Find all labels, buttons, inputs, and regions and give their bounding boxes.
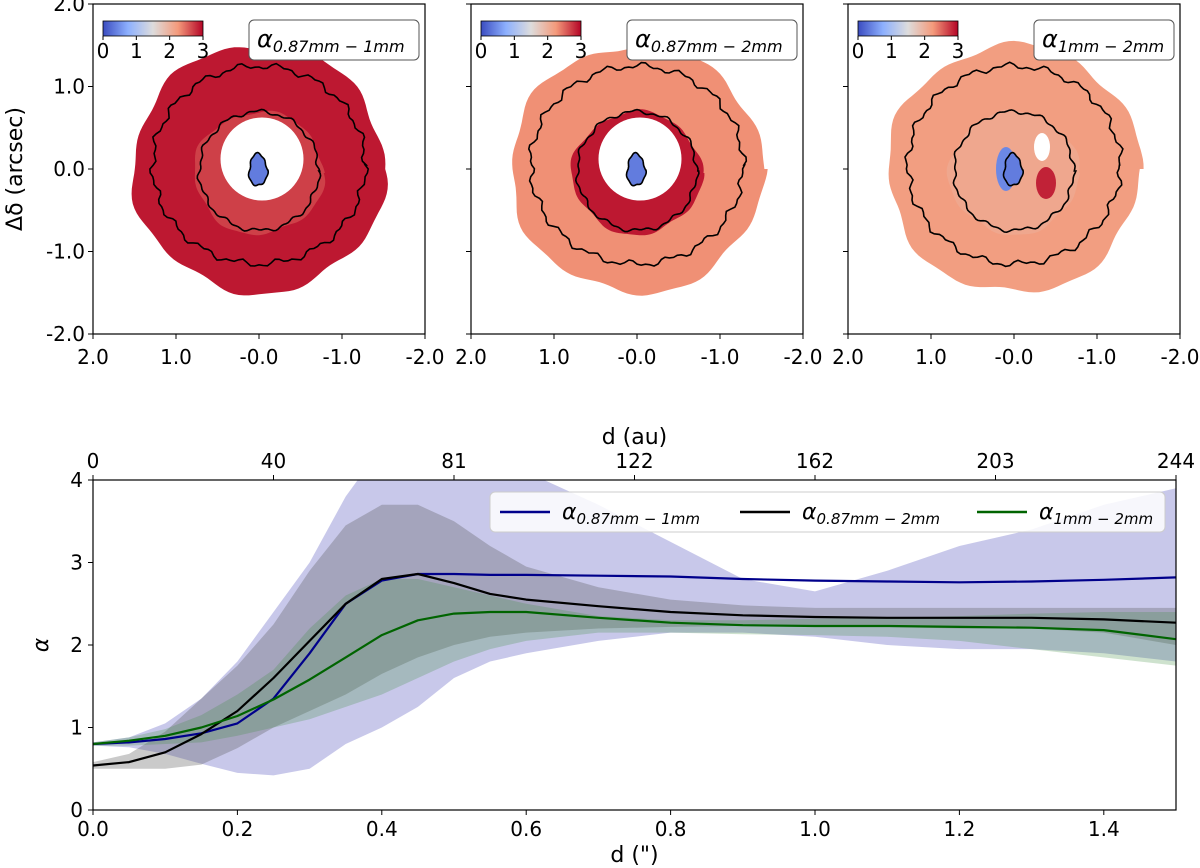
series-line: [93, 572, 1176, 746]
central-source-contour: [625, 151, 647, 187]
colorbar-tick-label: 0: [97, 39, 110, 63]
colorbar-tick-label: 1: [508, 39, 521, 63]
legend-box: [489, 491, 1166, 533]
uncertainty-band: [93, 480, 1176, 776]
colorbar-tick-label: 0: [852, 39, 865, 63]
y-tick-label: 1.0: [53, 75, 85, 99]
x-tick-label: 2.0: [455, 345, 487, 369]
x-tick-label: 1.0: [160, 345, 192, 369]
inner-ring-contour: [196, 108, 322, 232]
x-tick-label: -2.0: [1160, 345, 1199, 369]
legend-label: α0.87mm − 2mm: [802, 500, 940, 528]
panel-label: α0.87mm − 1mm: [257, 25, 405, 56]
colorbar: [480, 20, 582, 37]
x-tick-label: 1.2: [943, 817, 975, 841]
y-tick-label: -2.0: [46, 322, 85, 346]
series-lines: [93, 572, 1176, 767]
top-x-axis-label: d (au): [602, 425, 668, 450]
top-x-tick-label: 162: [796, 449, 834, 473]
map-panel-2: 2.0 1.0 -0.0 -1.0 -2.0 0 1 2 3 α0.87mm − 2mm: [455, 3, 823, 369]
outer-ring-contour: [904, 61, 1124, 268]
colorbar: [857, 20, 959, 37]
x-tick-label: 2.0: [832, 345, 864, 369]
uncertainty-band: [93, 504, 1176, 769]
x-tick-label: 0.6: [510, 817, 542, 841]
colorbar-tick-label: 3: [575, 39, 588, 63]
y-tick-label: 0: [70, 798, 83, 822]
y-tick-label: 0.0: [53, 157, 85, 181]
colorbar: [102, 20, 204, 37]
colorbar-tick-label: 1: [130, 39, 143, 63]
x-tick-label: 1.0: [915, 345, 947, 369]
y-tick-label: 4: [70, 468, 83, 492]
x-tick-label: -0.0: [617, 345, 656, 369]
colorbar-tick-label: 2: [163, 39, 176, 63]
panel-label-box: [626, 19, 798, 61]
x-tick-label: -0.0: [994, 345, 1033, 369]
x-tick-label: 1.4: [1088, 817, 1120, 841]
series-line: [93, 610, 1176, 746]
colorbar-tick-label: 2: [918, 39, 931, 63]
colorbar-tick-label: 3: [197, 39, 210, 63]
x-tick-label: -2.0: [405, 345, 444, 369]
x-tick-label: 1.0: [538, 345, 570, 369]
panel-label: α0.87mm − 2mm: [635, 25, 783, 56]
legend: α0.87mm − 1mm α0.87mm − 2mm α1mm − 2mm: [489, 491, 1166, 533]
y-tick-label: 1: [70, 716, 83, 740]
y-tick-label: 2: [70, 633, 83, 657]
inner-ring-contour: [952, 109, 1078, 234]
map-panel-3: 2.0 1.0 -0.0 -1.0 -2.0 0 1 2 3 α1mm − 2mm: [832, 3, 1200, 369]
x-tick-label: 1.0: [799, 817, 831, 841]
central-source-contour: [247, 151, 269, 187]
x-tick-label: -1.0: [1077, 345, 1116, 369]
y-axis-label: Δδ (arcsec): [3, 107, 28, 231]
inner-ring-contour: [574, 108, 700, 233]
colorbar-tick-label: 2: [541, 39, 554, 63]
colorbar-tick-label: 3: [952, 39, 965, 63]
x-axis-label: d ("): [610, 843, 658, 868]
top-x-tick-label: 40: [261, 449, 286, 473]
x-tick-label: 0.0: [77, 817, 109, 841]
top-x-tick-label: 122: [615, 449, 653, 473]
x-tick-label: -0.0: [239, 345, 278, 369]
y-axis-label: α: [29, 637, 54, 652]
x-tick-label: -1.0: [700, 345, 739, 369]
top-x-tick-label: 0: [87, 449, 100, 473]
top-x-tick-label: 203: [976, 449, 1014, 473]
map-panel-1: 2.0 1.0 -0.0 -1.0 -2.02.01.00.0-1.0-2.0Δδ (a…: [3, 0, 445, 369]
x-tick-label: 0.4: [366, 817, 398, 841]
x-tick-label: 0.8: [655, 817, 687, 841]
top-x-tick-label: 244: [1157, 449, 1195, 473]
x-tick-label: -1.0: [322, 345, 361, 369]
panel-label: α1mm − 2mm: [1042, 25, 1164, 56]
uncertainty-bands: [93, 480, 1176, 776]
y-tick-label: 2.0: [53, 0, 85, 16]
uncertainty-band: [93, 579, 1176, 746]
colorbar-tick-label: 0: [475, 39, 488, 63]
panel-label-box: [248, 19, 420, 61]
y-tick-label: 3: [70, 551, 83, 575]
x-tick-label: -2.0: [783, 345, 822, 369]
x-tick-label: 0.2: [221, 817, 253, 841]
central-gap: [1034, 133, 1050, 161]
legend-label: α0.87mm − 1mm: [562, 500, 700, 528]
legend-label: α1mm − 2mm: [1039, 500, 1153, 528]
panel-label-box: [1033, 19, 1175, 61]
colorbar-tick-label: 1: [885, 39, 898, 63]
top-x-tick-label: 81: [441, 449, 466, 473]
central-red-blob: [1036, 167, 1056, 199]
central-source-contour: [1002, 151, 1024, 187]
x-tick-label: 2.0: [77, 345, 109, 369]
y-tick-label: -1.0: [46, 240, 85, 264]
outer-ring-contour: [527, 61, 748, 267]
outer-ring-contour: [149, 62, 370, 267]
